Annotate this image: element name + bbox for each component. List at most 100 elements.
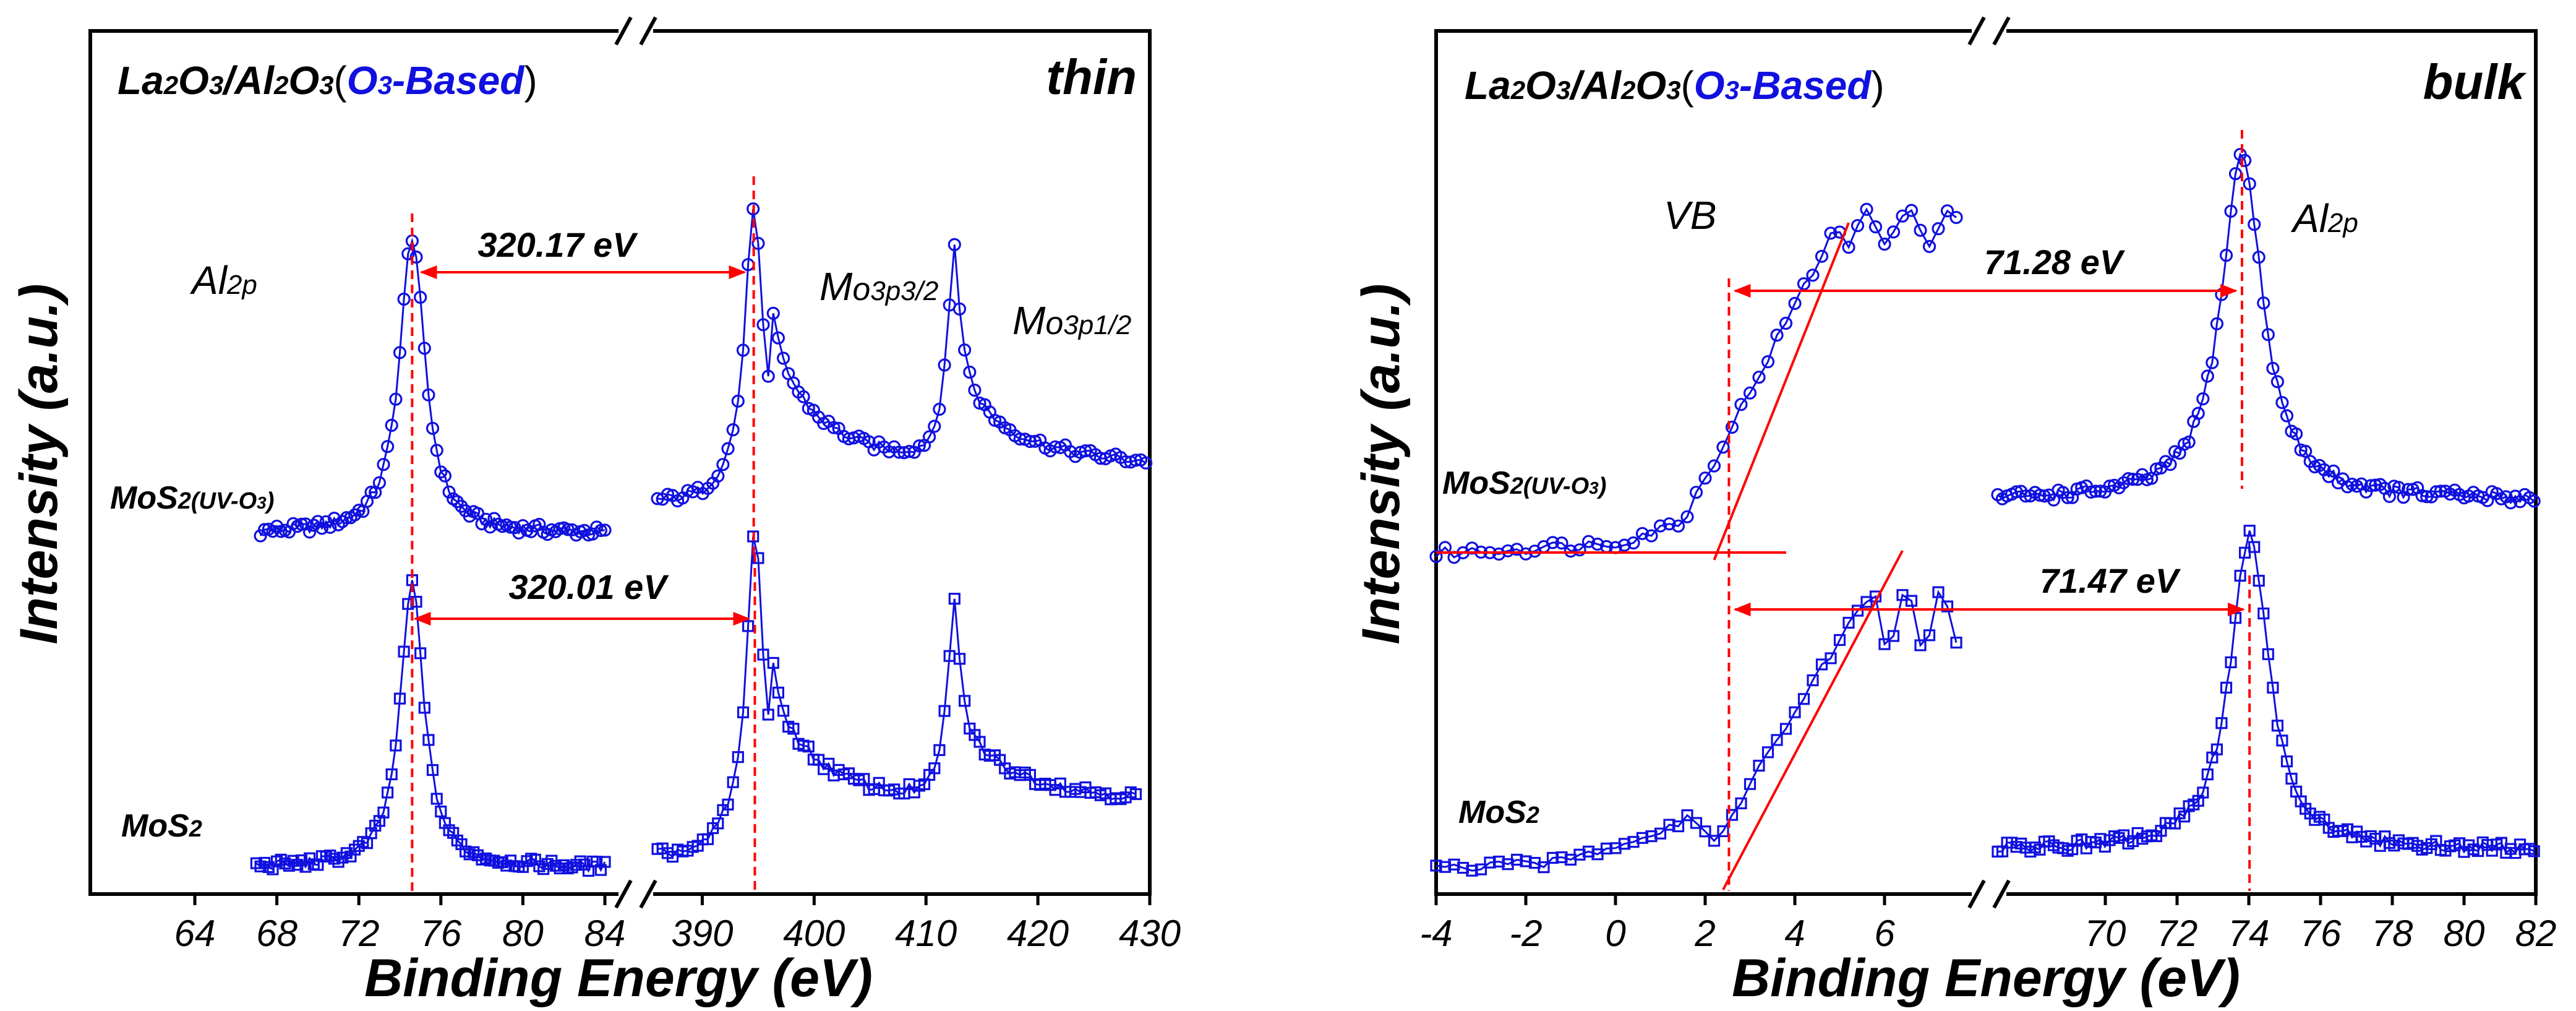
left-bare-al2p-point bbox=[385, 768, 398, 781]
right-bare-al2p-point bbox=[2243, 525, 2256, 537]
right-bare-al2p-point bbox=[2253, 574, 2265, 587]
left-bare-mo3p-point bbox=[757, 648, 769, 661]
left-bare-mo3p-point bbox=[762, 708, 774, 721]
right-uv-vb-point bbox=[1868, 220, 1883, 234]
left-bare-mo3p-point bbox=[858, 773, 870, 785]
right-uv-vb-point bbox=[1914, 223, 1927, 237]
right-bare-al2p-point bbox=[2267, 681, 2279, 694]
left-data-series bbox=[250, 202, 1153, 877]
right-bare-vb-point bbox=[1771, 734, 1783, 746]
left-bare-al2p-point bbox=[393, 692, 406, 705]
right-uv-al2p-point bbox=[2280, 409, 2294, 423]
right-bare-vb-point bbox=[1923, 629, 1936, 642]
left-bare-mo3p-point bbox=[973, 736, 986, 748]
left-bare-mo3p-point bbox=[732, 751, 744, 764]
right-uv-vb-point bbox=[1662, 517, 1676, 531]
left-uv-al2p-point bbox=[397, 292, 411, 306]
right-edge-fit-uv bbox=[1713, 222, 1850, 561]
x-tick-label: 84 bbox=[584, 913, 626, 954]
left-uv-al2p-point bbox=[307, 518, 320, 532]
left-y-axis-title: Intensity (a.u.) bbox=[9, 284, 69, 645]
right-uv-vb-point bbox=[1581, 535, 1596, 548]
left-uv-mo3p-point bbox=[1028, 434, 1042, 448]
right-bare-al2p-point bbox=[2201, 768, 2214, 781]
right-corner-label: bulk bbox=[2423, 54, 2527, 110]
right-bare-al2p-point bbox=[2257, 607, 2270, 620]
right-uv-vb-point bbox=[1932, 222, 1945, 236]
left-uv-mo3p-point bbox=[776, 351, 790, 365]
right-uv-vb-point bbox=[1752, 371, 1766, 384]
right-bare-al2p-point bbox=[2210, 743, 2223, 755]
left-bare-al2p-point bbox=[430, 793, 443, 805]
right-bare-vb-point bbox=[1735, 797, 1747, 810]
x-tick-label: 68 bbox=[256, 913, 297, 954]
right-uv-vb-point bbox=[1716, 440, 1730, 454]
left-bare-mo3p-point bbox=[747, 530, 760, 543]
x-tick-label: 0 bbox=[1605, 913, 1625, 954]
left-bare-mo3p-point bbox=[777, 705, 790, 717]
left-uv-mo3p-point bbox=[731, 394, 745, 408]
right-uv-vb-point bbox=[1680, 510, 1694, 523]
right-x-axis-title: Binding Energy (eV) bbox=[1732, 949, 2240, 1008]
right-uv-vb-point bbox=[1501, 544, 1515, 557]
left-uv-al2p-point bbox=[414, 290, 427, 304]
left-bare-al2p-point bbox=[381, 786, 394, 799]
right-bare-vb-point bbox=[1672, 820, 1685, 833]
right-bare-al2p-point bbox=[2276, 734, 2288, 747]
left-uv-al2p-point bbox=[426, 421, 440, 435]
right-bare-vb-point bbox=[1842, 616, 1855, 629]
left-bare-mo3p-point bbox=[948, 593, 961, 605]
right-guides bbox=[1436, 130, 2251, 891]
right-plot-frame bbox=[1434, 29, 2538, 896]
right-uv-vb-point bbox=[1779, 316, 1793, 330]
right-uv-al2p-point bbox=[2327, 464, 2340, 478]
left-bare-al2p-point bbox=[435, 805, 447, 818]
right-bare-al2p-point bbox=[2528, 845, 2540, 858]
left-bare-mo3p-point bbox=[712, 817, 724, 830]
left-bare-al2p-point bbox=[377, 806, 390, 819]
left-uv-al2p-point bbox=[340, 510, 353, 525]
left-uv-mo3p-point bbox=[938, 358, 951, 372]
left-uv-al2p-point bbox=[385, 418, 398, 432]
left-uv-al2p-point bbox=[303, 525, 317, 539]
left-peak-label-al2p: Al2p bbox=[189, 258, 257, 303]
right-bare-vb-point bbox=[1932, 586, 1945, 598]
right-bare-vb-point bbox=[1825, 652, 1837, 665]
left-peak-label-mo3p12: Mo3p1/2 bbox=[1012, 298, 1131, 343]
left-uv-al2p-point bbox=[389, 392, 403, 406]
left-bare-mo3p-point bbox=[802, 740, 815, 753]
right-uv-al2p-point bbox=[2103, 479, 2116, 493]
left-bare-al2p-point bbox=[414, 647, 427, 660]
left-uv-al2p-point bbox=[401, 247, 415, 260]
right-uv-vb-point bbox=[1546, 536, 1560, 549]
right-bare-vb-point bbox=[1878, 638, 1891, 650]
right-bare-vb-point bbox=[1753, 759, 1765, 772]
right-bare-vb-point bbox=[1779, 723, 1792, 735]
right-uv-al2p-point bbox=[2196, 392, 2210, 406]
right-uv-al2p-point bbox=[2429, 485, 2443, 499]
right-uv-al2p-point bbox=[2182, 435, 2196, 449]
left-separation-label-uv: 320.17 eV bbox=[477, 225, 638, 264]
left-uv-al2p-point bbox=[512, 526, 526, 540]
left-uv-mo3p-point bbox=[797, 390, 810, 403]
right-bare-al2p-point bbox=[2234, 569, 2246, 582]
left-bare-al2p-point bbox=[418, 702, 430, 714]
left-bare-mo3p-point bbox=[727, 776, 739, 788]
left-series-label-bare: MoS2 bbox=[121, 808, 202, 844]
right-series-label-bare: MoS2 bbox=[1458, 794, 1539, 830]
left-x-axis-title: Binding Energy (eV) bbox=[364, 949, 873, 1008]
right-uv-vb-point bbox=[1761, 355, 1775, 369]
left-uv-mo3p-point bbox=[902, 444, 916, 458]
right-bare-al2p-point bbox=[2220, 681, 2233, 694]
right-y-axis-title: Intensity (a.u.) bbox=[1351, 284, 1411, 645]
right-uv-vb-point bbox=[1627, 536, 1640, 550]
right-uv-al2p-point bbox=[2210, 317, 2223, 330]
x-tick-label: 2 bbox=[1694, 913, 1715, 954]
right-peak-label-vb: VB bbox=[1664, 193, 1716, 238]
right-bare-vb-point bbox=[1717, 825, 1729, 838]
right-uv-vb-point bbox=[1922, 239, 1936, 253]
left-uv-al2p-point bbox=[594, 523, 608, 538]
right-bare-al2p-point bbox=[2215, 717, 2228, 729]
right-bare-vb-point bbox=[1815, 658, 1828, 671]
left-panel-title: La2O3/Al2O3(O3-Based) bbox=[118, 58, 537, 103]
